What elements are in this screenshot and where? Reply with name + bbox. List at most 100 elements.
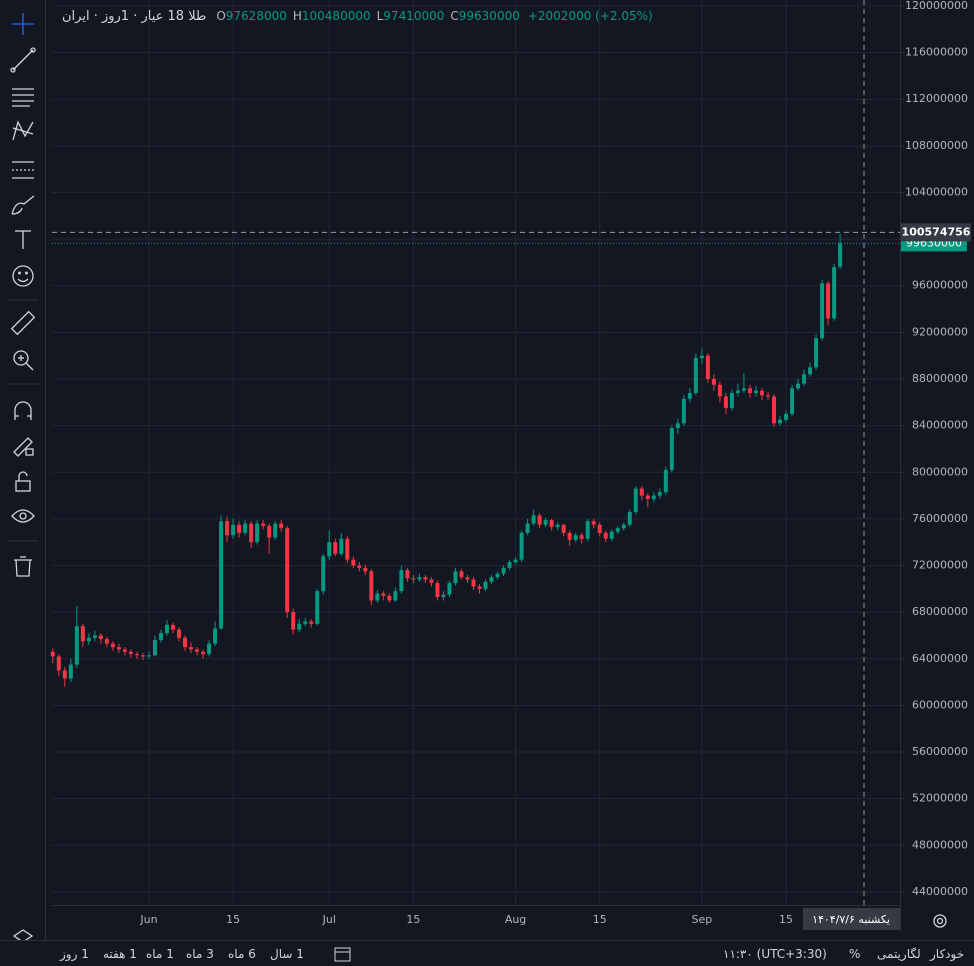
y-tick-label: 84000000 [912, 419, 968, 432]
ohlc-label: O [216, 9, 226, 23]
auto-toggle[interactable]: خودکار [930, 947, 965, 961]
axes: 44000000 48000000 52000000 56000000 60000000… [139, 0, 971, 930]
visibility-tool[interactable] [11, 509, 35, 523]
candle-body [567, 532, 572, 540]
candle-body [86, 637, 91, 642]
delete-tool[interactable] [14, 556, 32, 577]
candle-body [778, 419, 783, 424]
candle-body [747, 388, 752, 393]
candle-body [585, 521, 590, 539]
candle-body [387, 595, 392, 601]
crosshair-date-label: یکشنبه ۱۴۰۴/۷/۶ [812, 913, 890, 926]
candle-body [705, 355, 710, 379]
candle-body [591, 521, 596, 525]
candle-body [711, 378, 716, 385]
candle-body [122, 649, 127, 652]
log-toggle[interactable]: لگاریتمی [877, 947, 921, 961]
x-tick-label: 15 [779, 913, 793, 926]
ohlc-value: 97410000 [383, 9, 445, 23]
crosshair-date-box [803, 908, 900, 930]
ohlc-label: L [376, 9, 384, 23]
candle-body [333, 542, 338, 554]
prediction-tool[interactable] [12, 161, 34, 179]
candle-body [681, 398, 686, 424]
y-tick-label: 64000000 [912, 652, 968, 665]
candle-body [513, 559, 518, 563]
candle-body [639, 488, 644, 496]
candle-body [657, 492, 662, 496]
candle-body [201, 651, 206, 655]
range-button[interactable]: 6 ماه [228, 947, 256, 961]
magnet-tool[interactable] [14, 401, 32, 420]
chart-header: طلا 18 عیار · 1روز · ایران O 97628000 H … [62, 6, 653, 26]
candle-body [285, 528, 290, 613]
candle-body [651, 495, 656, 500]
emoji-tool[interactable] [12, 265, 34, 287]
candle-body [134, 654, 139, 656]
zoom-tool[interactable] [13, 350, 34, 371]
range-button[interactable]: 1 سال [270, 947, 304, 961]
candle-body [579, 535, 584, 539]
y-tick-label: 116000000 [905, 46, 968, 59]
candle-body [273, 523, 278, 538]
date-range-icon[interactable] [333, 945, 353, 963]
candle-body [417, 577, 422, 580]
candle-body [645, 495, 650, 500]
candle-body [92, 635, 97, 638]
candle-body [297, 623, 302, 630]
candle-body [249, 523, 254, 543]
candle-body [405, 570, 410, 579]
crosshair-price-label: 100574756 [902, 225, 971, 238]
lock-tool[interactable] [15, 471, 31, 492]
trend-line-tool[interactable] [10, 47, 36, 73]
y-tick-label: 52000000 [912, 792, 968, 805]
lock-drawing-tool[interactable] [13, 437, 34, 457]
crosshair-tool[interactable] [12, 13, 34, 35]
candle-body [183, 637, 188, 648]
y-tick-label: 76000000 [912, 512, 968, 525]
object-tree-tool[interactable] [12, 929, 34, 940]
y-tick-label: 80000000 [912, 465, 968, 478]
candle-body [663, 469, 668, 493]
range-button[interactable]: 1 ماه [146, 947, 174, 961]
candle-body [164, 624, 169, 634]
brush-tool[interactable] [11, 195, 35, 215]
range-button[interactable]: 1 هفته [103, 947, 137, 961]
fib-tool[interactable] [12, 88, 34, 107]
candle-body [447, 583, 452, 595]
candle-body [375, 593, 380, 601]
range-button[interactable]: 3 ماه [186, 947, 214, 961]
candle-body [627, 511, 632, 525]
ruler-tool[interactable] [10, 310, 36, 336]
candle-body [56, 656, 61, 671]
candle-body [110, 643, 115, 648]
candle-body [435, 583, 440, 597]
settings-icon[interactable] [933, 914, 947, 928]
candle-body [351, 559, 356, 566]
range-button[interactable]: 1 روز [60, 947, 89, 961]
candle-body [790, 388, 795, 414]
pattern-tool[interactable] [12, 120, 34, 141]
candle-body [321, 556, 326, 592]
candle-body [465, 577, 470, 580]
y-tick-label: 120000000 [905, 0, 968, 12]
y-tick-label: 60000000 [912, 698, 968, 711]
candle-body [573, 535, 578, 540]
text-tool[interactable] [15, 230, 31, 249]
candle-body [195, 649, 200, 652]
change-value: +2002000 (+2.05%) [527, 9, 653, 23]
candle-body [152, 640, 157, 656]
candle-body [411, 578, 416, 580]
candle-body [68, 664, 73, 679]
candle-body [74, 626, 79, 665]
candle-body [128, 651, 133, 655]
crosshair-price-box [901, 223, 971, 242]
candle-body [802, 374, 807, 384]
candle-body [453, 571, 458, 584]
candle-body [381, 593, 386, 596]
y-tick-label: 44000000 [912, 885, 968, 898]
candle-body [495, 573, 500, 578]
timezone[interactable]: ۱۱:۳۰ (UTC+3:30) [723, 947, 827, 961]
percent-toggle[interactable]: % [849, 947, 861, 961]
